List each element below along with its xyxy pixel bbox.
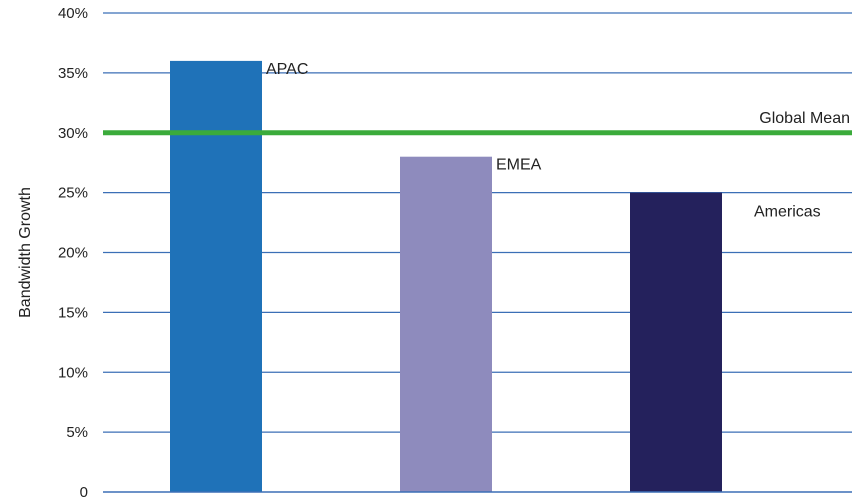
bar-americas: [630, 192, 722, 492]
y-tick-label: 35%: [58, 65, 88, 82]
y-tick-label: 40%: [58, 5, 88, 22]
bar-emea: [400, 156, 492, 492]
y-tick-label: 25%: [58, 185, 88, 202]
bar-label-apac: APAC: [266, 61, 308, 78]
y-tick-label: 15%: [58, 304, 88, 321]
bar-label-americas: Americas: [754, 204, 821, 221]
y-tick-label: 30%: [58, 125, 88, 142]
y-tick-label: 5%: [66, 424, 88, 441]
y-axis-title: Bandwidth Growth: [17, 187, 34, 318]
bar-labels: APAC EMEA Americas: [266, 61, 821, 221]
bars: [170, 60, 722, 493]
global-mean-label: Global Mean: [759, 110, 850, 127]
y-tick-label: 0: [80, 484, 88, 501]
y-tick-label: 20%: [58, 245, 88, 262]
bar-apac: [170, 60, 262, 493]
bar-label-emea: EMEA: [496, 157, 542, 174]
y-tick-label: 10%: [58, 364, 88, 381]
reference-line-group: Global Mean: [103, 110, 852, 136]
y-axis-ticks: 0 5% 10% 15% 20% 25% 30% 35% 40%: [58, 5, 88, 501]
